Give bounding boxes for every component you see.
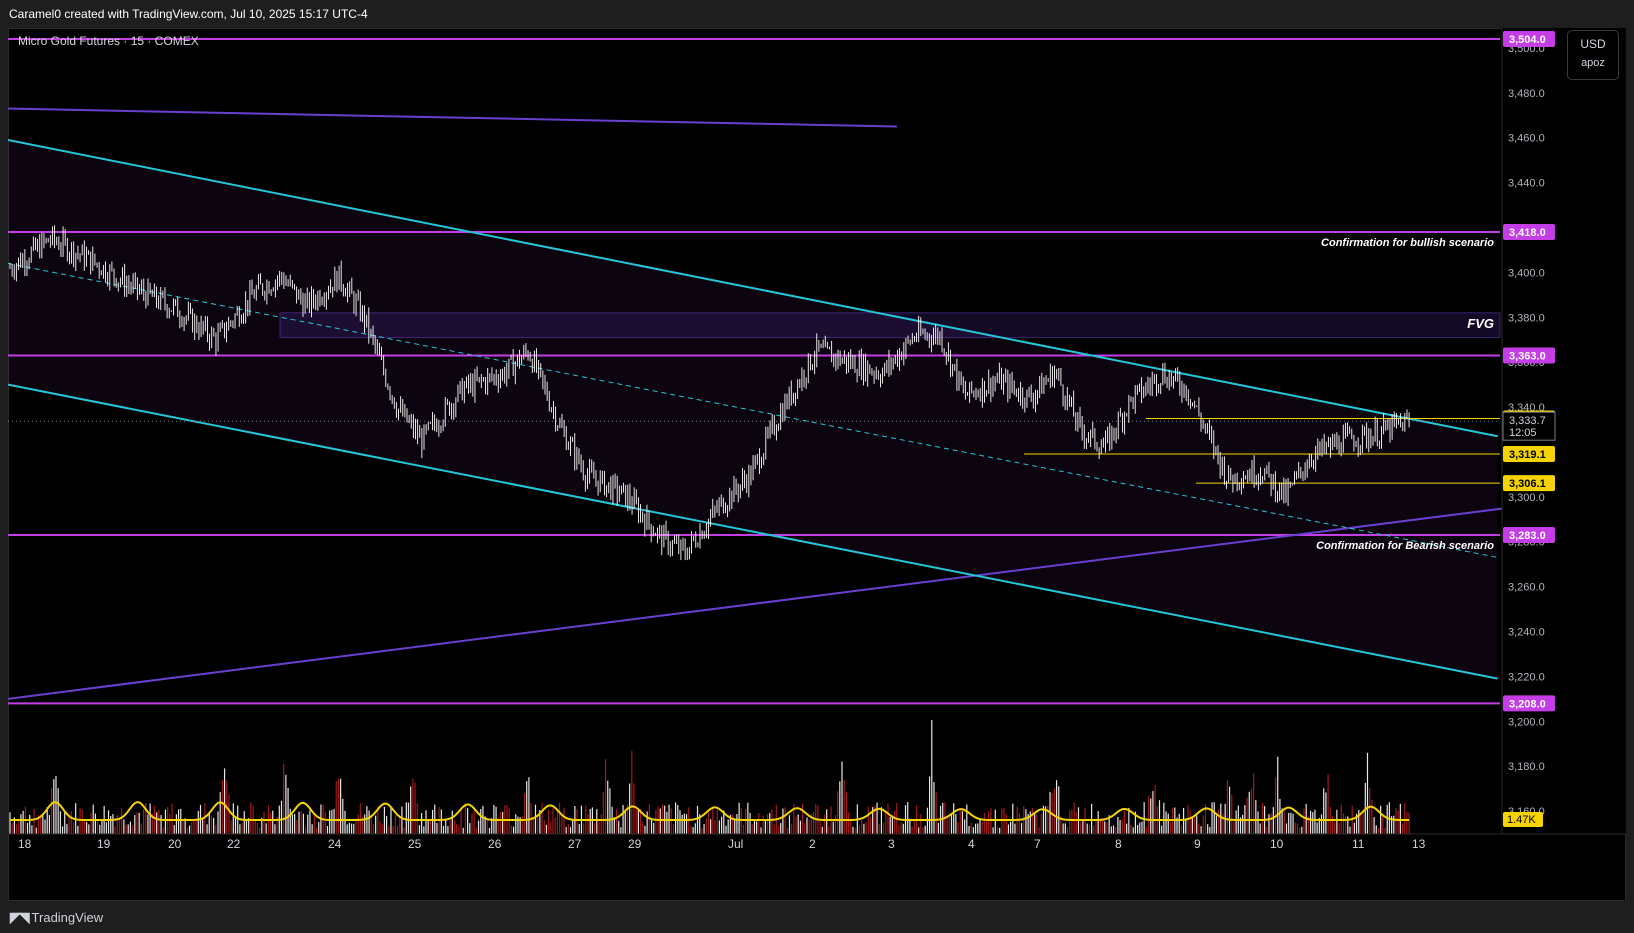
volume-tag-bg — [1503, 812, 1543, 827]
level-price-tag-bg — [1503, 695, 1555, 712]
price-tick-label: 3,480.0 — [1508, 88, 1545, 100]
chart-frame[interactable] — [8, 28, 1626, 901]
price-tick-label: 3,240.0 — [1508, 627, 1545, 639]
annotation-label: Confirmation for Bearish scenario — [1316, 540, 1494, 552]
level-price-tag-bg — [1503, 347, 1555, 364]
level-price-tag: 3,363.0 — [1509, 350, 1546, 362]
price-tick-label: 3,200.0 — [1508, 716, 1545, 728]
volume-tag-label: 1.47K — [1507, 814, 1536, 826]
time-tick-label: 7 — [1034, 837, 1041, 851]
yellow-price-tag: 3,319.1 — [1509, 449, 1546, 461]
yellow-price-tag-bg — [1503, 445, 1555, 462]
yellow-price-tag-bg — [1503, 475, 1555, 492]
trendline[interactable] — [8, 107, 897, 128]
last-price-box — [1502, 411, 1556, 441]
tradingview-logo-icon: ◤◥ — [10, 909, 29, 925]
channel-lower-line[interactable] — [8, 383, 1498, 680]
time-tick-label: 24 — [328, 837, 342, 851]
time-tick-label: 8 — [1115, 837, 1122, 851]
annotations: Confirmation for bullish scenario Confirm… — [1316, 237, 1494, 552]
fvg-zone[interactable] — [279, 312, 1501, 338]
level-price-tag: 3,504.0 — [1509, 34, 1546, 46]
time-tick-label: 19 — [97, 837, 111, 851]
currency-code: USD — [1580, 37, 1606, 51]
countdown-label: 12:05 — [1509, 427, 1537, 439]
attribution-text: Caramel0 created with TradingView.com, J… — [9, 7, 368, 21]
price-tick-label: 3,300.0 — [1508, 492, 1545, 504]
price-tick-label: 3,400.0 — [1508, 267, 1545, 279]
currency-sub: apoz — [1581, 57, 1605, 69]
level-price-tag-bg — [1503, 527, 1555, 543]
annotation-label: Confirmation for bullish scenario — [1321, 237, 1494, 249]
time-tick-label: 10 — [1270, 837, 1284, 851]
currency-selector[interactable]: USD apoz — [1567, 30, 1619, 80]
price-tick-label: 3,380.0 — [1508, 312, 1545, 324]
tradingview-brand-text: TradingView — [31, 910, 104, 925]
price-tick-label: 3,180.0 — [1508, 761, 1545, 773]
time-tick-label: 3 — [888, 837, 895, 851]
price-tick-label: 3,440.0 — [1508, 178, 1545, 190]
time-tick-label: 18 — [18, 837, 32, 851]
time-tick-label: 20 — [168, 837, 182, 851]
time-tick-label: 2 — [809, 837, 816, 851]
price-tick-label: 3,220.0 — [1508, 671, 1545, 683]
time-tick-label: 4 — [968, 837, 975, 851]
price-series — [9, 225, 1410, 561]
yellow-price-tag: 3,306.1 — [1509, 478, 1546, 490]
time-tick-label: 9 — [1194, 837, 1201, 851]
footer-bar: ◤◥ TradingView — [0, 901, 1634, 933]
price-tick-label: 3,260.0 — [1508, 582, 1545, 594]
price-axis[interactable]: 3,160.03,180.03,200.03,220.03,240.03,260… — [1501, 28, 1626, 834]
level-price-tag: 3,208.0 — [1509, 698, 1546, 710]
level-price-tag: 3,283.0 — [1509, 530, 1546, 542]
time-tick-label: 22 — [227, 837, 241, 851]
drawing-lines[interactable] — [8, 37, 1626, 705]
volume-ma-line — [10, 801, 1410, 822]
symbol-legend-text: Micro Gold Futures · 15 · COMEX — [18, 34, 199, 48]
time-tick-label: 26 — [488, 837, 502, 851]
trendline[interactable] — [8, 491, 1626, 700]
time-tick-label: 11 — [1352, 837, 1365, 851]
channel-middle-line[interactable] — [8, 262, 1498, 558]
time-axis[interactable]: 18 19 20 22 24 25 26 27 29 Jul 2 3 4 7 8 9 10 11 13 — [8, 833, 1626, 851]
level-price-tag-bg — [1503, 224, 1555, 240]
price-tick-label: 3,460.0 — [1508, 133, 1545, 145]
attribution-bar: Caramel0 created with TradingView.com, J… — [0, 0, 1634, 28]
channel-fill — [8, 139, 1498, 679]
annotation-label: FVG — [1467, 316, 1494, 331]
time-tick-label: 29 — [628, 837, 642, 851]
chart-background — [8, 139, 1501, 679]
volume-pane — [9, 720, 1410, 834]
last-price-label: 3,333.7 — [1509, 415, 1546, 427]
time-tick-label: 13 — [1412, 837, 1426, 851]
time-tick-label: 25 — [408, 837, 422, 851]
time-tick-label: Jul — [728, 837, 743, 851]
chart-svg[interactable]: 3,160.03,180.03,200.03,220.03,240.03,260… — [8, 28, 1626, 901]
level-price-tag-bg — [1503, 30, 1555, 47]
level-price-tag: 3,418.0 — [1509, 227, 1546, 239]
channel-upper-line[interactable] — [8, 138, 1498, 438]
tradingview-logo[interactable]: ◤◥ TradingView — [10, 909, 103, 926]
symbol-legend[interactable]: Micro Gold Futures · 15 · COMEX — [18, 34, 199, 48]
time-tick-label: 27 — [568, 837, 582, 851]
